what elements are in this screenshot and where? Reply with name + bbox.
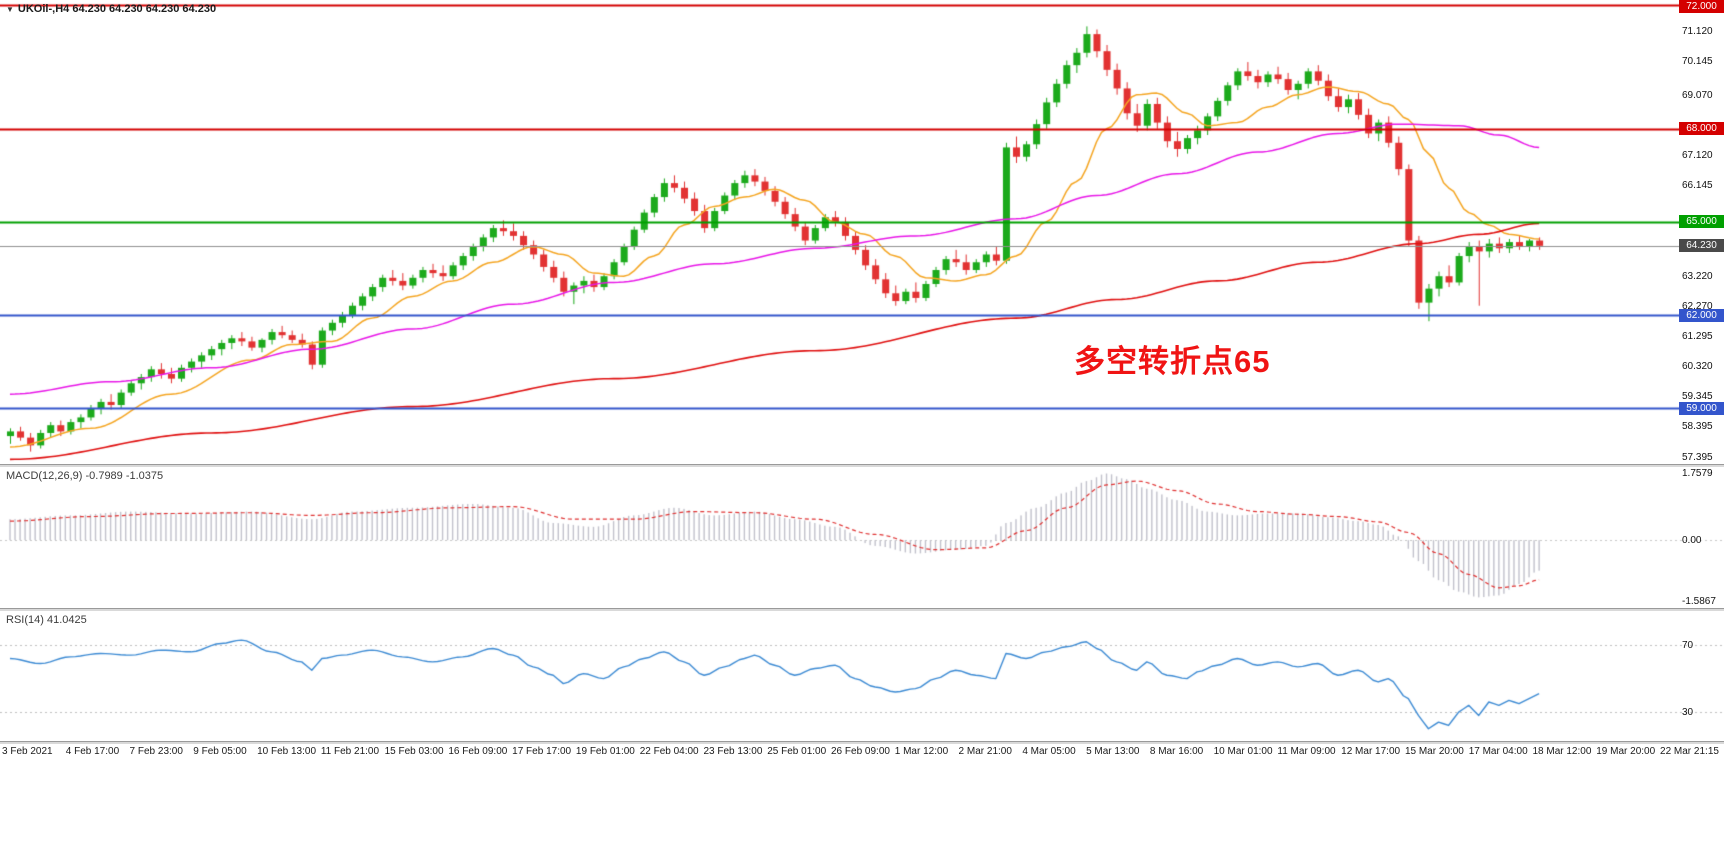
macd-pane-label: MACD(12,26,9) -0.7989 -1.0375	[6, 470, 163, 482]
price-axis-label: 71.120	[1682, 25, 1713, 37]
annotation-text[interactable]: 多空转折点65	[1074, 344, 1271, 379]
macd-label: MACD(12,26,9)	[6, 470, 83, 482]
time-axis-label: 22 Feb 04:00	[639, 746, 699, 757]
price-badge: 72.000	[1679, 0, 1724, 13]
chart-title: ▼ UKOil-,H4 64.230 64.230 64.230 64.230	[6, 3, 216, 15]
price-badge: 59.000	[1679, 401, 1724, 415]
time-axis-label: 11 Mar 09:00	[1277, 746, 1336, 757]
time-axis-label: 4 Feb 17:00	[65, 746, 120, 757]
symbol-period-label: UKOil-,H4	[17, 3, 70, 15]
time-axis-label: 19 Mar 20:00	[1596, 746, 1656, 757]
rsi-value: 41.0425	[46, 614, 87, 626]
time-axis-label: 4 Mar 05:00	[1022, 746, 1076, 757]
time-axis-label: 15 Mar 20:00	[1404, 746, 1464, 757]
price-axis-label: 62.270	[1682, 300, 1713, 312]
price-axis-label: 61.295	[1682, 330, 1713, 342]
time-axis-label: 22 Mar 21:15	[1660, 746, 1719, 757]
price-axis-label: 60.320	[1682, 361, 1713, 373]
price-badge: 64.230	[1679, 239, 1724, 253]
time-axis-label: 17 Mar 04:00	[1468, 746, 1528, 757]
price-axis-label: 70.145	[1682, 56, 1713, 68]
pane-separator[interactable]	[0, 464, 1724, 467]
price-axis-label: 57.395	[1682, 451, 1713, 463]
rsi-pane-label: RSI(14) 41.0425	[6, 614, 87, 626]
time-axis-label: 7 Feb 23:00	[129, 746, 183, 757]
time-axis-label: 17 Feb 17:00	[512, 746, 572, 757]
pane-separator[interactable]	[0, 608, 1724, 611]
time-axis-label: 2 Mar 21:00	[958, 746, 1012, 757]
time-axis[interactable]: 3 Feb 2021 4 Feb 17:00 7 Feb 23:00 9 Feb 05…	[0, 744, 1724, 764]
time-axis-label: 11 Feb 21:00	[320, 746, 380, 757]
time-axis-label: 19 Feb 01:00	[575, 746, 635, 757]
time-axis-label: 25 Feb 01:00	[767, 746, 827, 757]
ohlc-values: 64.230 64.230 64.230 64.230	[72, 3, 217, 15]
time-axis-label: 26 Feb 09:00	[831, 746, 890, 757]
time-axis-label: 16 Feb 09:00	[448, 746, 508, 757]
macd-values: -0.7989 -1.0375	[85, 470, 164, 482]
price-badge: 68.000	[1679, 122, 1724, 136]
price-axis-label: 69.070	[1682, 89, 1713, 101]
macd-axis-label: -1.5867	[1682, 595, 1716, 607]
price-badge: 65.000	[1679, 215, 1724, 229]
time-axis-label: 9 Feb 05:00	[193, 746, 247, 757]
chevron-down-icon[interactable]: ▼	[6, 5, 14, 14]
macd-pane: MACD(12,26,9) -0.7989 -1.0375 1.7579 0.00…	[0, 467, 1724, 608]
price-badge: 62.000	[1679, 308, 1724, 322]
rsi-label: RSI(14)	[6, 614, 44, 626]
time-axis-label: 15 Feb 03:00	[384, 746, 444, 757]
price-axis-label: 66.145	[1682, 180, 1713, 192]
time-axis-label: 3 Feb 2021	[2, 746, 53, 757]
pane-separator[interactable]	[0, 741, 1724, 744]
rsi-axis-label: 30	[1682, 707, 1694, 719]
price-axis-label: 58.395	[1682, 420, 1713, 432]
time-axis-label: 5 Mar 13:00	[1086, 746, 1140, 757]
price-axis-label: 63.220	[1682, 271, 1713, 283]
price-axis-label: 59.345	[1682, 391, 1713, 403]
time-axis-label: 23 Feb 13:00	[703, 746, 763, 757]
time-axis-label: 8 Mar 16:00	[1149, 746, 1204, 757]
macd-axis-label: 0.00	[1682, 535, 1702, 547]
rsi-axis-label: 70	[1682, 640, 1694, 652]
time-axis-label: 10 Feb 13:00	[257, 746, 317, 757]
time-axis-label: 10 Mar 01:00	[1213, 746, 1273, 757]
macd-axis-label: 1.7579	[1682, 468, 1713, 480]
time-axis-label: 1 Mar 12:00	[894, 746, 949, 757]
time-axis-label: 18 Mar 12:00	[1532, 746, 1592, 757]
macd-canvas[interactable]	[0, 467, 1724, 608]
main-chart-pane: ▼ UKOil-,H4 64.230 64.230 64.230 64.230 多…	[0, 0, 1724, 464]
rsi-canvas[interactable]	[0, 611, 1724, 741]
price-axis-label: 67.120	[1682, 150, 1713, 162]
main-chart-canvas[interactable]	[0, 0, 1724, 464]
time-axis-label: 12 Mar 17:00	[1341, 746, 1401, 757]
rsi-pane: RSI(14) 41.0425 70 30	[0, 611, 1724, 741]
